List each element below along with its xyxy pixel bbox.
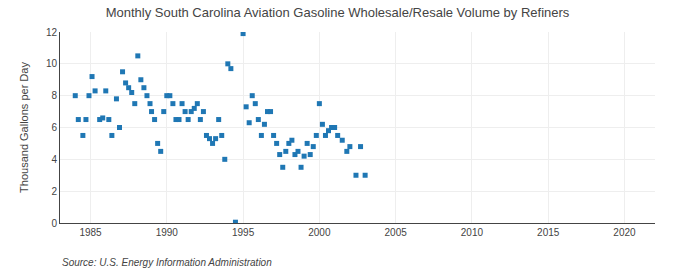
svg-text:Thousand Gallons per Day: Thousand Gallons per Day bbox=[18, 62, 30, 193]
svg-text:2: 2 bbox=[51, 186, 57, 197]
svg-text:6: 6 bbox=[51, 122, 57, 133]
svg-text:1990: 1990 bbox=[156, 227, 179, 238]
svg-text:1985: 1985 bbox=[79, 227, 102, 238]
svg-text:12: 12 bbox=[46, 27, 58, 38]
svg-text:2000: 2000 bbox=[308, 227, 331, 238]
svg-text:Monthly South Carolina Aviatio: Monthly South Carolina Aviation Gasoline… bbox=[106, 5, 570, 20]
svg-text:2010: 2010 bbox=[461, 227, 484, 238]
svg-text:1995: 1995 bbox=[232, 227, 255, 238]
svg-text:4: 4 bbox=[51, 154, 57, 165]
svg-text:Source: U.S. Energy Informatio: Source: U.S. Energy Information Administ… bbox=[62, 257, 272, 268]
svg-text:8: 8 bbox=[51, 90, 57, 101]
svg-text:10: 10 bbox=[46, 58, 58, 69]
svg-text:2005: 2005 bbox=[385, 227, 408, 238]
svg-text:2015: 2015 bbox=[537, 227, 560, 238]
svg-text:0: 0 bbox=[51, 218, 57, 229]
svg-text:2020: 2020 bbox=[613, 227, 636, 238]
